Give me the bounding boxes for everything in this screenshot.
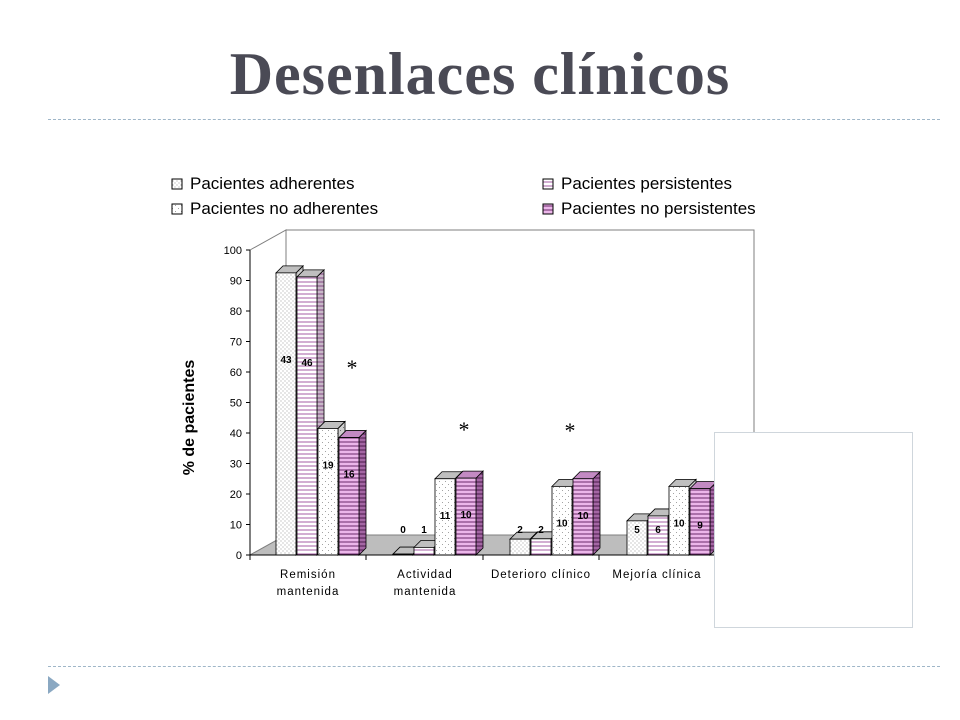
data-label: 2 (517, 525, 523, 536)
data-label: 9 (697, 521, 703, 532)
data-label: 46 (301, 358, 313, 369)
data-label: 10 (673, 518, 685, 529)
data-label: 43 (280, 355, 292, 366)
significance-star: * (347, 355, 358, 380)
bar-group: 2 2 10 10 (509, 470, 601, 556)
x-axis: Remisión mantenida Actividad mantenida Deter… (249, 554, 719, 598)
bar-group: 43 46 19 16 (275, 264, 367, 556)
bar-side-face (358, 429, 367, 556)
y-axis: 0 10 20 30 40 50 60 70 80 90 100 % de pacientes (181, 245, 251, 562)
y-tick-label: 30 (230, 459, 242, 471)
bar-side-face (592, 470, 601, 556)
data-label: 5 (634, 525, 640, 536)
bar-front-face (530, 538, 552, 556)
legend-label: Pacientes no adherentes (190, 199, 378, 218)
data-label: 0 (400, 525, 406, 536)
y-tick-label: 100 (224, 245, 242, 257)
x-tick-label: Remisión mantenida (277, 569, 340, 598)
legend-label: Pacientes persistentes (561, 174, 732, 193)
bar-group: 5 6 10 9 (626, 478, 718, 556)
legend-swatch (542, 203, 554, 215)
bar-front-face (296, 276, 318, 556)
y-tick-label: 90 (230, 276, 242, 288)
y-tick-label: 60 (230, 367, 242, 379)
bar-front-face (509, 538, 531, 556)
legend-item: Pacientes no adherentes (171, 199, 378, 218)
y-tick-label: 40 (230, 428, 242, 440)
bar-front-face (338, 437, 360, 556)
y-axis-label: % de pacientes (181, 360, 198, 476)
legend-item: Pacientes adherentes (171, 174, 354, 193)
legend-label: Pacientes adherentes (190, 174, 354, 193)
data-label: 10 (556, 518, 568, 529)
data-label: 16 (343, 470, 355, 481)
data-label: 1 (421, 525, 427, 536)
significance-marks: * * * (347, 355, 576, 443)
y-tick-label: 80 (230, 306, 242, 318)
x-tick-label: Mejoría clínica (612, 569, 701, 581)
bar-front-face (413, 546, 435, 556)
x-tick-label: Actividad mantenida (394, 569, 457, 598)
bar (338, 429, 367, 556)
y-tick-label: 0 (236, 550, 242, 562)
slide-title: Desenlaces clínicos (229, 41, 731, 107)
y-tick-label: 10 (230, 520, 242, 532)
data-label: 10 (577, 511, 589, 522)
data-label: 19 (322, 460, 334, 471)
data-label: 10 (460, 510, 472, 521)
legend-swatch (542, 178, 554, 190)
significance-star: * (459, 417, 470, 442)
y-tick-label: 20 (230, 489, 242, 501)
y-tick-label: 50 (230, 398, 242, 410)
bar-front-face (275, 272, 297, 556)
blank-panel (714, 432, 913, 628)
y-tick-label: 70 (230, 337, 242, 349)
x-tick-label: Deterioro clínico (491, 569, 591, 581)
triangle-bullet-icon (48, 676, 60, 694)
data-label: 2 (538, 525, 544, 536)
significance-star: * (565, 418, 576, 443)
footer-divider (48, 666, 940, 667)
legend-item: Pacientes persistentes (542, 174, 732, 193)
bar-side-face (475, 470, 484, 556)
legend-swatch (171, 178, 183, 190)
bar (689, 480, 718, 556)
bar-front-face (317, 428, 339, 556)
bar (572, 470, 601, 556)
legend-label: Pacientes no persistentes (561, 199, 756, 218)
legend-item: Pacientes no persistentes (542, 199, 756, 218)
chart-legend: Pacientes adherentes Pacientes persistent… (171, 174, 756, 218)
title-divider (48, 119, 940, 120)
legend-swatch (171, 203, 183, 215)
data-label: 11 (440, 511, 451, 522)
data-label: 6 (655, 525, 661, 536)
